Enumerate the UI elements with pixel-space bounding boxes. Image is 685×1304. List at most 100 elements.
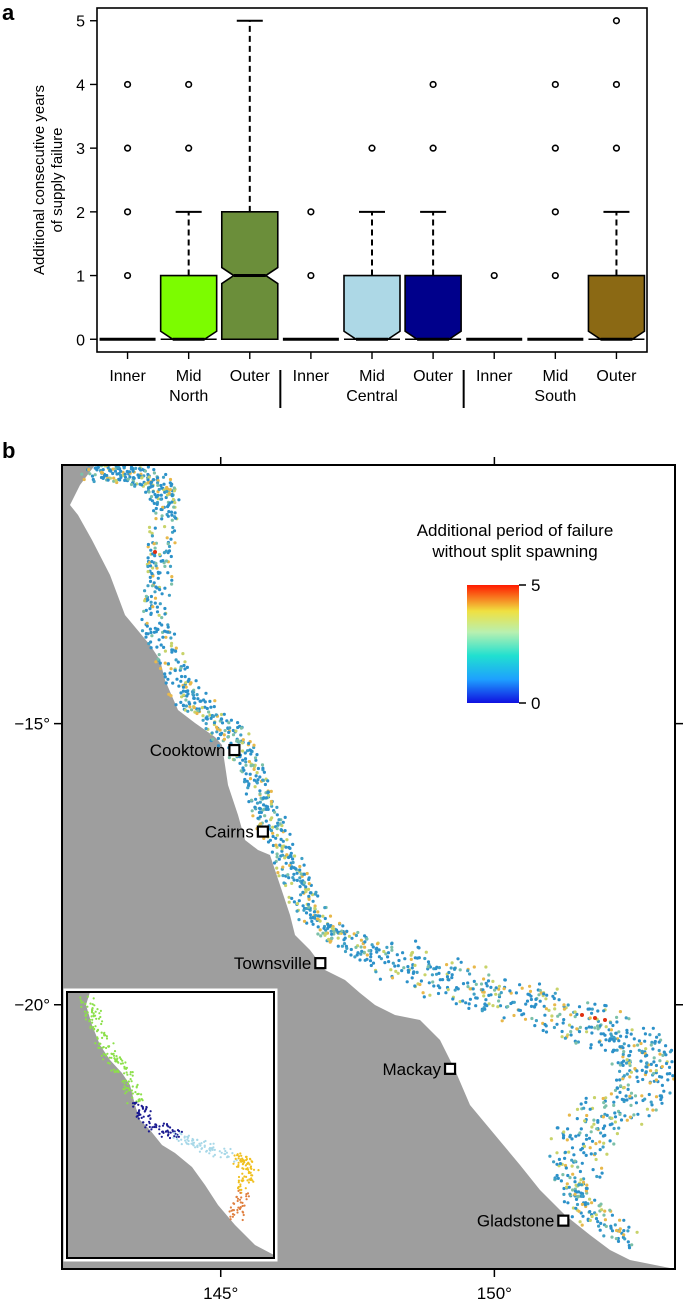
- inset-reef-point: [237, 1157, 240, 1160]
- reef-point: [93, 473, 97, 477]
- reef-point: [583, 1119, 587, 1123]
- reef-point: [297, 918, 301, 922]
- reef-point: [613, 1115, 618, 1119]
- reef-point: [143, 469, 147, 473]
- reef-point: [422, 995, 426, 999]
- reef-point: [664, 1053, 668, 1057]
- reef-point: [406, 968, 410, 972]
- reef-point: [475, 996, 479, 1000]
- reef-point: [100, 470, 104, 474]
- reef-point: [164, 559, 169, 563]
- inset-reef-point: [140, 1116, 143, 1119]
- reef-point: [148, 485, 152, 489]
- reef-point: [598, 1175, 602, 1179]
- inset-reef-point: [213, 1148, 216, 1151]
- reef-point: [316, 932, 320, 936]
- reef-point: [272, 861, 277, 865]
- reef-point: [598, 1140, 602, 1144]
- inset-reef-point: [169, 1126, 172, 1129]
- reef-point: [650, 1103, 654, 1107]
- reef-point: [379, 957, 383, 961]
- reef-point: [253, 756, 258, 760]
- reef-point: [290, 865, 294, 869]
- reef-point: [156, 576, 160, 580]
- inset-reef-point: [245, 1195, 248, 1198]
- reef-point: [148, 607, 152, 611]
- reef-point: [169, 537, 173, 541]
- inset-reef-point: [236, 1199, 239, 1203]
- reef-point: [664, 1044, 668, 1048]
- inset-reef-point: [233, 1154, 236, 1157]
- reef-point: [277, 874, 281, 878]
- reef-point: [160, 592, 164, 596]
- inset-reef-point: [241, 1180, 244, 1183]
- reef-point: [659, 1097, 663, 1102]
- reef-point: [483, 1002, 487, 1007]
- reef-point: [184, 704, 188, 708]
- inset-reef-point: [140, 1093, 143, 1096]
- inset-reef-point: [212, 1155, 215, 1158]
- reef-point: [580, 1146, 585, 1150]
- reef-point: [170, 648, 174, 652]
- reef-point: [652, 1060, 656, 1064]
- reef-point: [579, 1127, 583, 1131]
- inset-reef-point: [169, 1131, 172, 1134]
- reef-point: [101, 468, 105, 472]
- reef-point: [321, 914, 325, 918]
- reef-point: [544, 997, 548, 1001]
- x-tick-label: 150°: [477, 1284, 512, 1303]
- reef-point: [613, 1111, 617, 1115]
- reef-point: [289, 851, 293, 855]
- reef-point: [82, 461, 85, 464]
- reef-point: [319, 934, 323, 938]
- reef-point: [599, 1032, 603, 1036]
- reef-point: [636, 1112, 640, 1116]
- reef-point: [295, 902, 300, 906]
- y-axis-label-line: of supply failure: [49, 127, 66, 232]
- reef-point: [494, 992, 498, 996]
- reef-point: [552, 1025, 557, 1030]
- reef-point: [608, 1139, 612, 1143]
- reef-point: [598, 1228, 602, 1232]
- reef-point: [241, 766, 245, 770]
- reef-point: [277, 857, 281, 861]
- reef-point: [618, 1010, 623, 1014]
- reef-point: [652, 1071, 656, 1076]
- reef-point: [647, 1092, 651, 1097]
- reef-point: [654, 1078, 659, 1082]
- reef-point: [181, 689, 185, 693]
- reef-point: [609, 1092, 614, 1096]
- inset-reef-point: [129, 1078, 132, 1081]
- reef-point: [255, 781, 259, 785]
- reef-point: [155, 645, 159, 649]
- reef-point: [249, 764, 253, 768]
- reef-point: [185, 694, 189, 698]
- reef-point: [603, 1218, 608, 1222]
- reef-point: [654, 1069, 658, 1073]
- reef-point: [569, 1033, 573, 1037]
- reef-point: [90, 460, 93, 463]
- reef-point: [456, 987, 460, 991]
- reef-point: [255, 753, 259, 757]
- reef-point: [311, 899, 315, 903]
- reef-point: [173, 501, 177, 505]
- reef-point: [630, 1243, 634, 1247]
- reef-point: [386, 951, 391, 955]
- reef-point: [484, 981, 488, 986]
- reef-point: [298, 876, 302, 880]
- reef-point: [651, 1108, 655, 1112]
- reef-point: [330, 936, 334, 941]
- reef-point: [145, 621, 149, 625]
- reef-point: [299, 893, 303, 897]
- reef-point: [610, 1116, 614, 1120]
- reef-point: [302, 908, 306, 912]
- reef-point: [183, 667, 187, 671]
- inset-reef-point: [117, 1070, 120, 1074]
- reef-point: [552, 1160, 556, 1164]
- inset-reef-point: [239, 1185, 242, 1188]
- reef-point: [82, 477, 86, 482]
- reef-point: [621, 1086, 626, 1090]
- reef-point: [183, 675, 187, 679]
- reef-point: [195, 711, 199, 716]
- inset-reef-point: [185, 1141, 188, 1144]
